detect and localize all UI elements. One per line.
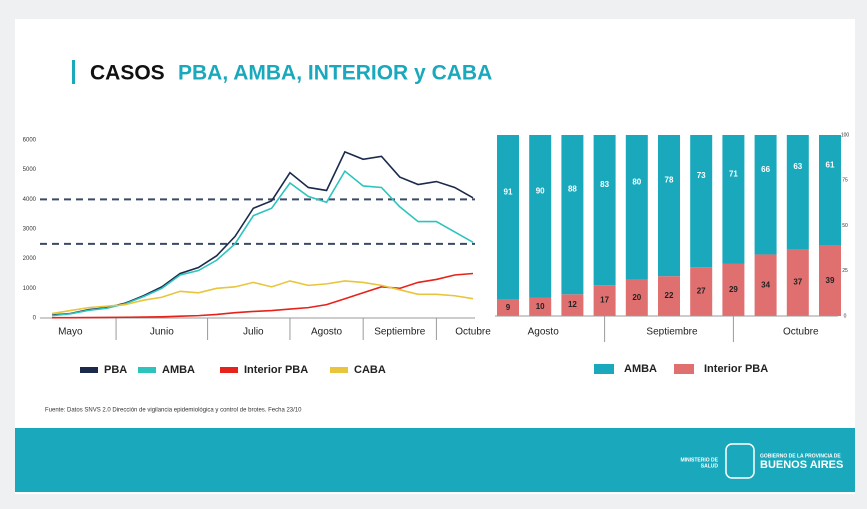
- bar-segment: [786, 249, 809, 316]
- x-tick-label: Agosto: [528, 327, 560, 338]
- ministry-line: MINISTERIO DE: [680, 457, 718, 463]
- province-name: BUENOS AIRES: [760, 459, 843, 471]
- ministry-line: SALUD: [701, 463, 719, 469]
- y-tick-label: 50: [842, 223, 848, 229]
- x-tick-label: Septiembre: [374, 327, 426, 338]
- source-note: Fuente: Datos SNVS 2.0 Dirección de vigi…: [45, 408, 302, 414]
- bar-segment: [561, 135, 584, 295]
- gov-line: GOBIERNO DE LA PROVINCIA DE: [760, 453, 841, 459]
- bar-segment: [690, 135, 713, 268]
- bar-segment: [625, 135, 648, 280]
- y-tick-label: 5000: [23, 167, 37, 173]
- bar-value-label: 39: [826, 276, 835, 285]
- bar-value-label: 27: [697, 287, 706, 296]
- series-line: [52, 272, 474, 319]
- y-tick-label: 0: [844, 313, 847, 319]
- bar-value-label: 17: [600, 296, 609, 305]
- bar-value-label: 73: [697, 171, 706, 180]
- bar-value-label: 71: [729, 169, 738, 178]
- bar-segment: [690, 267, 713, 316]
- bar-value-label: 9: [506, 303, 511, 312]
- bar-segment: [722, 135, 745, 264]
- x-tick-label: Julio: [243, 327, 264, 338]
- bar-value-label: 91: [504, 187, 513, 196]
- bar-value-label: 10: [536, 302, 545, 311]
- y-tick-label: 75: [842, 178, 848, 184]
- x-tick-label: Mayo: [58, 327, 83, 338]
- legend-label: AMBA: [162, 364, 195, 376]
- bar-segment: [497, 135, 519, 300]
- bar-value-label: 22: [665, 291, 674, 300]
- legend-swatch: [330, 367, 348, 373]
- legend-label: PBA: [104, 364, 127, 376]
- title-bar: [72, 60, 75, 84]
- bar-value-label: 29: [729, 285, 738, 294]
- x-tick-label: Octubre: [455, 327, 491, 338]
- x-tick-label: Agosto: [311, 327, 343, 338]
- bar-segment: [497, 299, 519, 316]
- bar-segment: [561, 294, 584, 316]
- bar-segment: [754, 254, 777, 316]
- x-tick-label: Octubre: [783, 327, 819, 338]
- bar-value-label: 20: [632, 293, 641, 302]
- bar-value-label: 61: [826, 160, 835, 169]
- legend-label: AMBA: [624, 363, 657, 375]
- y-tick-label: 3000: [23, 227, 37, 233]
- legend-swatch: [138, 367, 156, 373]
- bar-segment: [658, 276, 680, 316]
- legend-label: Interior PBA: [704, 363, 768, 375]
- bar-segment: [529, 135, 552, 298]
- bar-segment: [593, 285, 616, 316]
- x-tick-label: Septiembre: [646, 327, 698, 338]
- title-dark: CASOS: [90, 62, 165, 85]
- legend-swatch: [80, 367, 98, 373]
- slide-body: [15, 19, 855, 494]
- x-tick-label: Junio: [150, 327, 174, 338]
- province-logo: [725, 443, 755, 479]
- y-tick-label: 25: [842, 268, 848, 274]
- bar-segment: [819, 135, 841, 246]
- y-tick-label: 4000: [23, 197, 37, 203]
- bar-value-label: 90: [536, 187, 545, 196]
- legend-swatch: [594, 364, 614, 374]
- legend-swatch: [220, 367, 238, 373]
- series-line: [51, 280, 474, 315]
- footer-band: [15, 428, 855, 492]
- legend-label: CABA: [354, 364, 386, 376]
- bar-value-label: 34: [761, 280, 770, 289]
- bar-value-label: 63: [793, 162, 802, 171]
- bar-value-label: 66: [761, 165, 770, 174]
- bar-segment: [722, 263, 745, 316]
- bar-segment: [819, 245, 841, 316]
- bar-value-label: 12: [568, 300, 577, 309]
- bar-segment: [593, 135, 616, 286]
- y-tick-label: 1000: [23, 286, 37, 292]
- y-tick-label: 2000: [23, 256, 37, 262]
- bar-segment: [754, 135, 777, 255]
- bar-value-label: 37: [793, 278, 802, 287]
- bar-value-label: 83: [600, 180, 609, 189]
- bar-segment: [625, 279, 648, 316]
- bar-segment: [529, 297, 552, 316]
- bar-segment: [658, 135, 680, 277]
- y-tick-label: 100: [841, 132, 850, 138]
- legend-swatch: [674, 364, 694, 374]
- y-tick-label: 6000: [23, 138, 37, 144]
- y-tick-label: 0: [33, 316, 37, 322]
- bar-value-label: 80: [632, 178, 641, 187]
- bar-value-label: 78: [665, 176, 674, 185]
- bar-segment: [786, 135, 809, 250]
- bar-value-label: 88: [568, 185, 577, 194]
- title-accent: PBA, AMBA, INTERIOR y CABA: [178, 62, 492, 85]
- legend-label: Interior PBA: [244, 364, 308, 376]
